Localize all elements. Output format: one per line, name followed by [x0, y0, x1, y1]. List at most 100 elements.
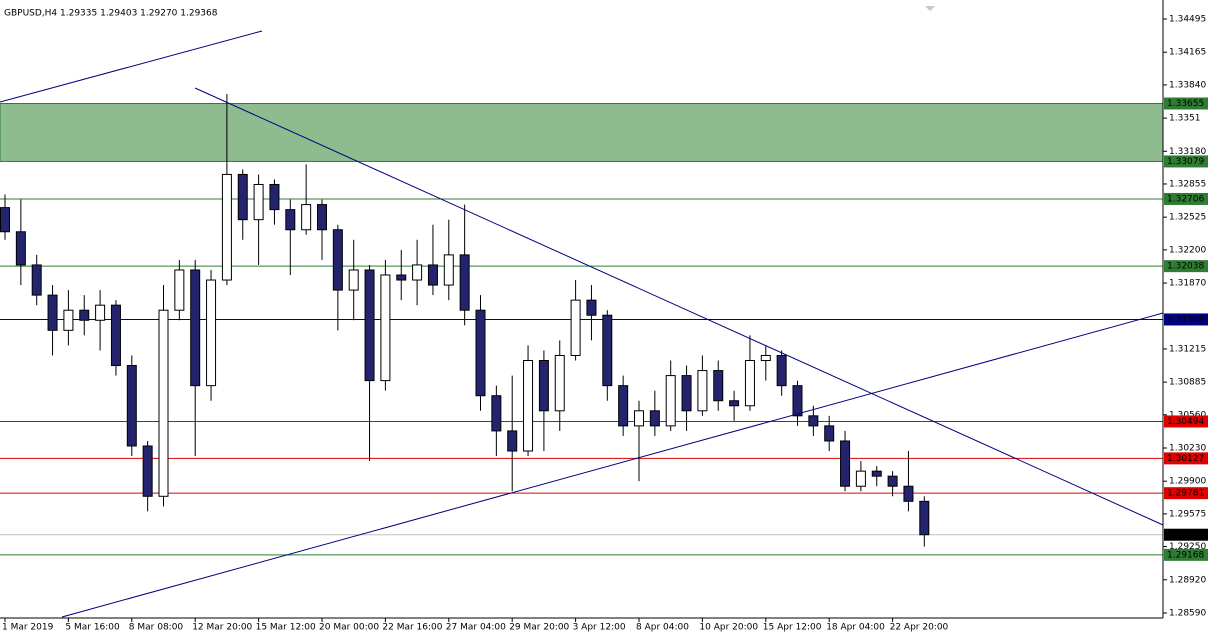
- candle-body: [79, 309, 90, 321]
- x-tick-label: 29 Mar 20:00: [509, 623, 569, 633]
- candle-body: [586, 299, 597, 316]
- level-label: 1.33079: [1167, 157, 1204, 167]
- y-tick-label: 1.31870: [1169, 279, 1206, 289]
- candle-body: [190, 269, 201, 387]
- candle-body: [618, 385, 629, 427]
- candle-body: [792, 385, 803, 417]
- candle-body: [174, 269, 185, 311]
- y-tick-label: 1.29575: [1169, 509, 1206, 519]
- level-label: 1.30127: [1167, 454, 1204, 464]
- candle-body: [317, 204, 327, 231]
- candle-body: [729, 400, 740, 407]
- level-label: 1.31508: [1167, 315, 1204, 325]
- level-label-box: [1164, 528, 1208, 541]
- candle-body: [840, 440, 851, 487]
- x-tick-label: 27 Mar 04:00: [446, 623, 506, 633]
- candle-body: [221, 173, 232, 281]
- level-labels: 1.33655 1.33079 1.32706 1.32038 1.31508 1.304…: [1164, 97, 1208, 561]
- y-tick-label: 1.3351: [1169, 114, 1201, 124]
- candle-body: [919, 500, 930, 536]
- level-label-box: [1164, 452, 1208, 465]
- y-tick-label: 1.32525: [1169, 213, 1206, 223]
- scroll-marker: [925, 6, 935, 11]
- candle-body: [570, 299, 581, 356]
- x-tick-label: 8 Mar 08:00: [129, 623, 184, 633]
- candle-body: [538, 360, 549, 412]
- level-label-box: [1164, 192, 1208, 205]
- y-tick-label: 1.30230: [1169, 444, 1206, 454]
- x-tick-label: 12 Mar 20:00: [192, 623, 252, 633]
- level-label: 1.29781: [1167, 489, 1204, 499]
- x-tick-label: 18 Apr 04:00: [826, 623, 885, 633]
- candle-body: [253, 183, 264, 221]
- y-tick-label: 1.28590: [1169, 608, 1206, 618]
- y-tick-label: 1.28920: [1169, 575, 1206, 585]
- candle-body: [871, 470, 882, 477]
- candle-body: [332, 229, 343, 291]
- y-tick-label: 1.32855: [1169, 179, 1206, 189]
- x-tick-label: 22 Mar 16:00: [382, 623, 442, 633]
- level-label-box: [1164, 313, 1208, 326]
- zones: [0, 103, 1164, 162]
- candle-body: [491, 395, 502, 432]
- candle-body: [697, 370, 708, 412]
- y-tick-label: 1.29250: [1169, 542, 1206, 552]
- level-label-box: [1164, 548, 1208, 561]
- y-tick-label: 1.29900: [1169, 477, 1206, 487]
- candle-body: [158, 309, 169, 497]
- candle-body: [744, 360, 755, 407]
- candle-body: [237, 173, 248, 221]
- x-tick-label: 22 Apr 20:00: [890, 623, 949, 633]
- candle-body: [475, 309, 486, 397]
- level-label-box: [1164, 97, 1208, 110]
- candle-body: [665, 375, 676, 427]
- candle-body: [31, 264, 42, 296]
- level-label-box: [1164, 487, 1208, 500]
- x-tick-label: 1 Mar 2019: [2, 623, 54, 633]
- candle-body: [808, 415, 819, 427]
- level-label: 1.30494: [1167, 417, 1204, 427]
- x-tick-label: 20 Mar 00:00: [319, 623, 379, 633]
- candle-body: [348, 269, 359, 291]
- candle-body: [427, 264, 438, 286]
- candle-body: [63, 309, 74, 331]
- candle-body: [110, 304, 121, 367]
- zone: [0, 103, 1164, 162]
- candle-body: [206, 279, 217, 387]
- y-tick-label: 1.34165: [1169, 48, 1206, 58]
- candle-body: [285, 209, 296, 231]
- x-tick-label: 3 Apr 12:00: [573, 623, 626, 633]
- level-label-box: [1164, 155, 1208, 168]
- x-tick-label: 5 Mar 16:00: [65, 623, 120, 633]
- candle-body: [903, 485, 914, 502]
- candle-body: [15, 231, 26, 266]
- level-label-box: [1164, 260, 1208, 273]
- y-tick-label: 1.30885: [1169, 378, 1206, 388]
- level-label: 1.32038: [1167, 262, 1204, 272]
- candle-body: [855, 470, 866, 487]
- candle-body: [364, 269, 375, 382]
- candle-body: [269, 183, 280, 211]
- x-tick-label: 15 Mar 12:00: [256, 623, 316, 633]
- level-label-box: [1164, 415, 1208, 428]
- level-label: 1.33655: [1167, 99, 1204, 109]
- candle-body: [634, 410, 644, 427]
- candle-body: [380, 274, 391, 382]
- candle-body: [713, 370, 724, 402]
- candle-body: [301, 204, 312, 231]
- level-label: 1.29368: [1167, 530, 1204, 540]
- candle-body: [887, 475, 898, 487]
- x-tick-label: 15 Apr 12:00: [763, 623, 822, 633]
- candle-body: [412, 264, 423, 281]
- x-tick-label: 8 Apr 04:00: [636, 623, 689, 633]
- candle-body: [523, 360, 534, 452]
- level-label: 1.29168: [1167, 550, 1204, 560]
- y-tick-label: 1.30560: [1169, 410, 1206, 420]
- trend-line: [0, 30, 263, 103]
- y-tick-label: 1.32200: [1169, 245, 1206, 255]
- candle-body: [824, 425, 835, 442]
- trend-line: [194, 87, 1164, 526]
- level-label: 1.32706: [1167, 194, 1204, 204]
- candle-body: [459, 254, 470, 311]
